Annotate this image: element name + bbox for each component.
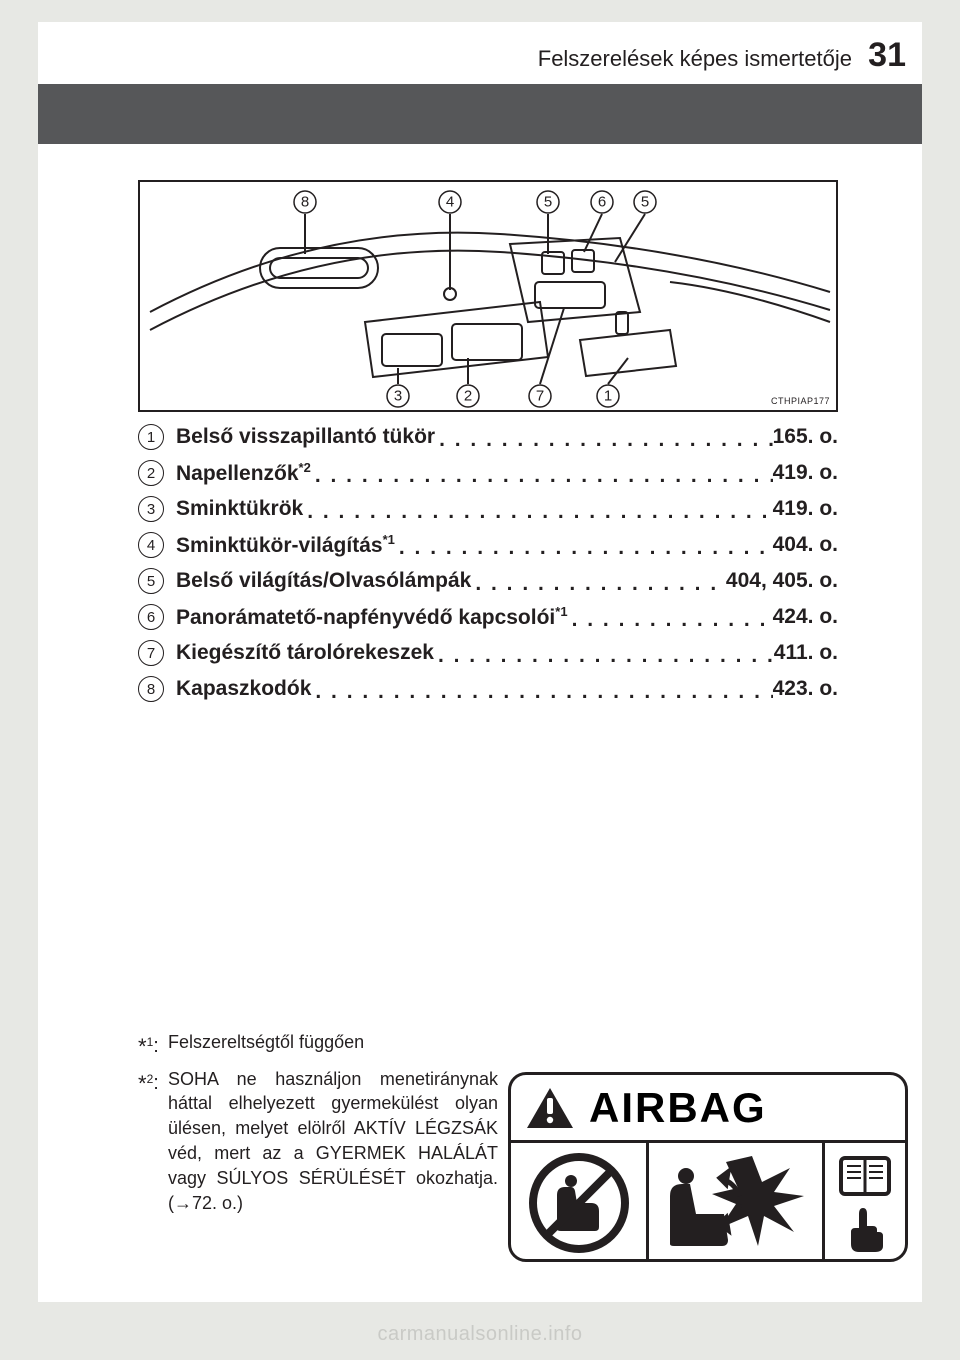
leader-dots: . . . . . . . . . . . . . . . . . . . . …	[395, 536, 773, 560]
list-item-page: 419. o.	[773, 497, 838, 521]
ceiling-diagram: 8 4 5 6 5 3 2 7 1 CTHPIAP177	[138, 180, 838, 412]
footnote-1-marker: *1:	[138, 1030, 168, 1061]
list-item-number: 6	[138, 604, 164, 630]
svg-text:5: 5	[544, 194, 552, 211]
svg-text:6: 6	[598, 194, 606, 211]
list-item-page: 424. o.	[773, 605, 838, 629]
airbag-top-row: AIRBAG	[511, 1075, 905, 1143]
list-item-label: Belső visszapillantó tükör	[176, 425, 435, 449]
list-item: 5 Belső világítás/Olvasólámpák . . . . . …	[138, 568, 838, 594]
list-item-number: 3	[138, 496, 164, 522]
leader-dots: . . . . . . . . . . . . . . . . . . . . …	[303, 500, 772, 524]
leader-dots: . . . . . . . . . . . . . . . . . . . . …	[434, 644, 774, 668]
leader-dots: . . . . . . . . . . . . . . . . . . . . …	[568, 608, 773, 632]
warning-triangle-icon	[525, 1086, 575, 1130]
leader-dots: . . . . . . . . . . . . . . . . . . . . …	[471, 572, 726, 596]
airbag-bottom-row	[511, 1143, 905, 1262]
list-item: 2 Napellenzők*2 . . . . . . . . . . . . .…	[138, 460, 838, 486]
page: Felszerelések képes ismertetője 31	[38, 22, 922, 1302]
list-item-page: 419. o.	[773, 461, 838, 485]
airbag-word: AIRBAG	[589, 1084, 767, 1132]
list-item-label: Kapaszkodók	[176, 677, 311, 701]
list-item-number: 2	[138, 460, 164, 486]
list-item-label: Kiegészítő tárolórekeszek	[176, 641, 434, 665]
leader-dots: . . . . . . . . . . . . . . . . . . . . …	[311, 464, 773, 488]
list-item-label: Belső világítás/Olvasólámpák	[176, 569, 471, 593]
list-item-page: 423. o.	[773, 677, 838, 701]
svg-text:2: 2	[464, 388, 472, 405]
footnotes: *1: Felszereltségtől függően *2: SOHA ne…	[138, 1030, 498, 1222]
watermark: carmanualsonline.info	[0, 1323, 960, 1346]
diagram-code: CTHPIAP177	[771, 396, 830, 406]
list-item-number: 5	[138, 568, 164, 594]
list-item-label: Panorámatető-napfényvédő kapcsolói*1	[176, 604, 568, 630]
svg-text:7: 7	[536, 388, 544, 405]
airbag-deploy-cell	[649, 1143, 825, 1262]
airbag-deploy-icon	[656, 1148, 816, 1258]
list-item-page: 404, 405. o.	[726, 569, 838, 593]
airbag-warning-label: AIRBAG	[508, 1072, 908, 1262]
footnote-1-text: Felszereltségtől függően	[168, 1030, 498, 1061]
leader-dots: . . . . . . . . . . . . . . . . . . . . …	[311, 680, 772, 704]
pointing-hand-icon	[845, 1206, 885, 1252]
list-item-number: 4	[138, 532, 164, 558]
no-rear-child-seat-icon	[527, 1151, 631, 1255]
svg-text:5: 5	[641, 194, 649, 211]
list-item-page: 165. o.	[773, 425, 838, 449]
list-item: 3 Sminktükrök . . . . . . . . . . . . . .…	[138, 496, 838, 522]
list-item: 1 Belső visszapillantó tükör . . . . . . …	[138, 424, 838, 450]
manual-book-icon	[837, 1154, 893, 1198]
list-item-label: Sminktükör-világítás*1	[176, 532, 395, 558]
list-item-number: 1	[138, 424, 164, 450]
leader-dots: . . . . . . . . . . . . . . . . . . . . …	[435, 428, 773, 452]
item-list: 1 Belső visszapillantó tükör . . . . . . …	[138, 424, 838, 712]
list-item-page: 411. o.	[774, 641, 838, 665]
header-blackbar	[38, 84, 922, 144]
footnote-1: *1: Felszereltségtől függően	[138, 1030, 498, 1061]
airbag-manual-cell	[825, 1143, 905, 1262]
list-item: 8 Kapaszkodók . . . . . . . . . . . . . .…	[138, 676, 838, 702]
list-item: 4 Sminktükör-világítás*1 . . . . . . . . …	[138, 532, 838, 558]
svg-text:4: 4	[446, 194, 454, 211]
footnote-2: *2: SOHA ne használjon menetiránynak hát…	[138, 1067, 498, 1216]
list-item-label: Sminktükrök	[176, 497, 303, 521]
footnote-2-text: SOHA ne használjon menetiránynak háttal …	[168, 1067, 498, 1216]
svg-text:1: 1	[604, 388, 612, 405]
list-item-number: 8	[138, 676, 164, 702]
list-item-number: 7	[138, 640, 164, 666]
header-title: Felszerelések képes ismertetője	[538, 46, 852, 72]
list-item-label: Napellenzők*2	[176, 460, 311, 486]
list-item-page: 404. o.	[773, 533, 838, 557]
footnote-2-marker: *2:	[138, 1067, 168, 1216]
list-item: 7 Kiegészítő tárolórekeszek . . . . . . .…	[138, 640, 838, 666]
svg-text:8: 8	[301, 194, 309, 211]
airbag-prohibit-cell	[511, 1143, 649, 1262]
page-number: 31	[868, 36, 906, 75]
svg-text:3: 3	[394, 388, 402, 405]
list-item: 6 Panorámatető-napfényvédő kapcsolói*1 . …	[138, 604, 838, 630]
